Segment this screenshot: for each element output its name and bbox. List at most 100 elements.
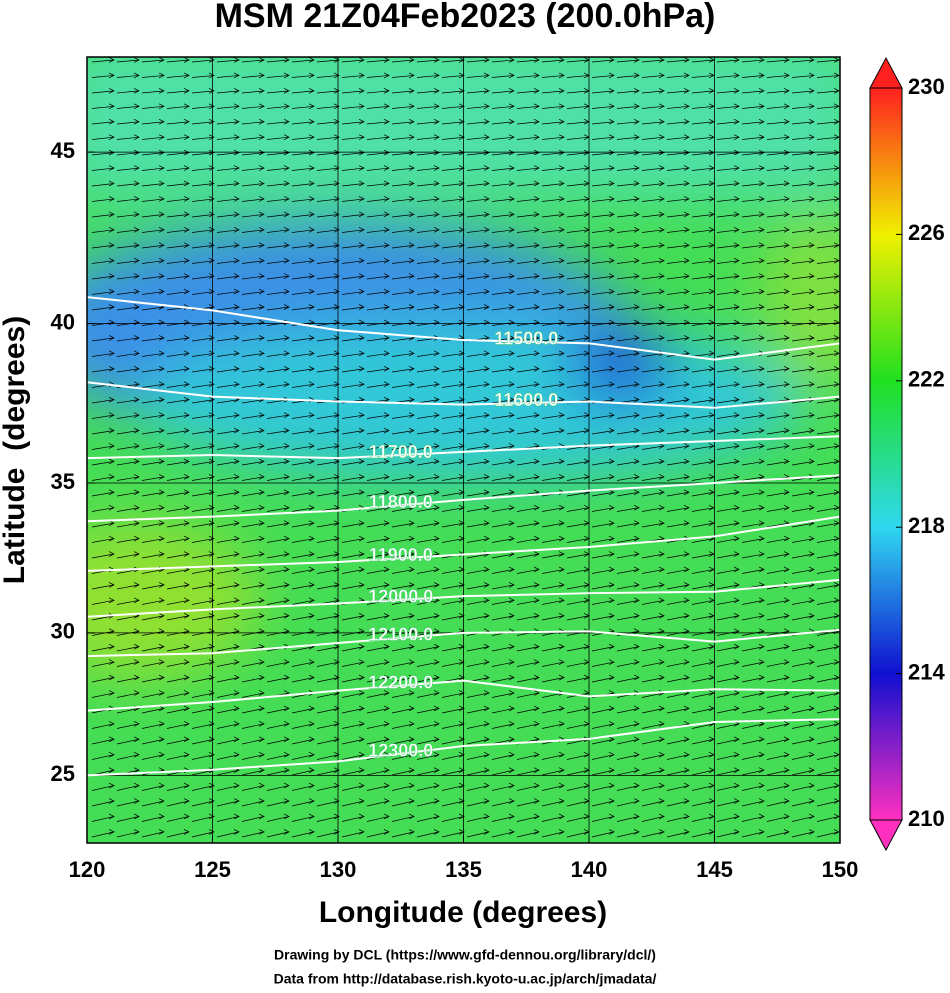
wind-arrow bbox=[241, 813, 265, 822]
wind-arrow bbox=[616, 88, 640, 94]
wind-arrow bbox=[241, 335, 265, 342]
wind-arrow bbox=[616, 72, 640, 79]
wind-arrow bbox=[391, 566, 415, 574]
wind-arrow bbox=[766, 659, 790, 667]
contour-line bbox=[87, 515, 840, 572]
wind-arrow bbox=[341, 273, 365, 280]
wind-arrow bbox=[641, 597, 665, 605]
wind-arrow bbox=[291, 520, 315, 528]
wind-arrow bbox=[466, 767, 490, 776]
wind-arrow bbox=[391, 88, 415, 94]
wind-arrow bbox=[416, 829, 440, 838]
wind-arrow bbox=[316, 226, 340, 233]
wind-arrow bbox=[666, 582, 690, 590]
wind-arrow bbox=[516, 659, 540, 667]
wind-arrow bbox=[166, 520, 190, 528]
wind-arrow bbox=[116, 582, 140, 590]
wind-arrow bbox=[666, 335, 690, 342]
wind-arrow bbox=[91, 597, 115, 605]
wind-arrow bbox=[491, 582, 515, 590]
wind-arrow bbox=[141, 180, 165, 187]
wind-arrow bbox=[766, 489, 790, 497]
wind-arrow bbox=[291, 705, 315, 714]
wind-arrow bbox=[591, 705, 615, 714]
wind-arrow bbox=[116, 504, 140, 512]
wind-arrow bbox=[416, 612, 440, 621]
wind-arrow bbox=[666, 381, 690, 388]
wind-arrow bbox=[366, 180, 390, 187]
wind-arrow bbox=[741, 211, 765, 218]
wind-arrow bbox=[466, 72, 490, 79]
wind-arrow bbox=[241, 798, 265, 807]
wind-arrow bbox=[141, 381, 165, 388]
wind-arrow bbox=[816, 88, 840, 94]
wind-arrow bbox=[816, 288, 840, 295]
wind-arrow bbox=[191, 257, 215, 264]
wind-arrow bbox=[691, 273, 715, 280]
wind-arrow bbox=[766, 381, 790, 388]
wind-arrow bbox=[491, 288, 515, 295]
wind-arrow bbox=[91, 659, 115, 667]
wind-arrow bbox=[466, 350, 490, 357]
wind-arrow bbox=[766, 335, 790, 342]
wind-arrow bbox=[491, 381, 515, 388]
wind-arrow bbox=[166, 412, 190, 419]
wind-arrow bbox=[466, 582, 490, 590]
wind-arrow bbox=[341, 612, 365, 621]
wind-arrow bbox=[191, 149, 215, 156]
wind-arrow bbox=[716, 582, 740, 590]
wind-arrow bbox=[291, 659, 315, 667]
wind-arrow bbox=[166, 489, 190, 497]
wind-arrow bbox=[291, 226, 315, 233]
wind-arrow bbox=[191, 458, 215, 466]
wind-arrow bbox=[241, 134, 265, 140]
wind-arrow bbox=[691, 489, 715, 497]
wind-arrow bbox=[416, 782, 440, 791]
wind-arrow bbox=[266, 304, 290, 311]
wind-arrow bbox=[316, 88, 340, 94]
contours bbox=[87, 296, 840, 777]
wind-arrow bbox=[391, 118, 415, 125]
wind-arrow bbox=[241, 751, 265, 760]
wind-arrow bbox=[741, 180, 765, 187]
wind-arrow bbox=[191, 350, 215, 357]
wind-arrow bbox=[741, 288, 765, 295]
wind-arrow bbox=[516, 149, 540, 156]
wind-arrow bbox=[416, 705, 440, 714]
wind-arrow bbox=[91, 226, 115, 233]
wind-arrow bbox=[666, 751, 690, 760]
wind-arrow bbox=[716, 365, 740, 373]
wind-arrow bbox=[116, 535, 140, 543]
wind-arrow bbox=[216, 597, 240, 605]
wind-arrow bbox=[241, 782, 265, 791]
wind-arrow bbox=[691, 582, 715, 590]
wind-arrow bbox=[141, 57, 165, 63]
wind-arrow bbox=[466, 396, 490, 404]
wind-arrow bbox=[741, 335, 765, 342]
wind-arrow bbox=[791, 458, 815, 466]
wind-arrow bbox=[191, 612, 215, 621]
wind-arrow bbox=[541, 381, 565, 388]
wind-arrow bbox=[641, 365, 665, 373]
wind-arrow bbox=[366, 443, 390, 450]
wind-arrow bbox=[441, 504, 465, 512]
wind-arrow bbox=[666, 551, 690, 559]
wind-arrow bbox=[516, 597, 540, 605]
wind-arrow bbox=[791, 57, 815, 63]
wind-arrow bbox=[591, 582, 615, 590]
wind-arrow bbox=[191, 335, 215, 342]
wind-arrow bbox=[491, 57, 515, 63]
wind-arrow bbox=[616, 134, 640, 140]
wind-arrow bbox=[616, 196, 640, 202]
wind-arrow bbox=[741, 458, 765, 466]
wind-arrow bbox=[691, 520, 715, 528]
wind-arrow bbox=[766, 196, 790, 202]
wind-arrow bbox=[341, 659, 365, 667]
wind-arrow bbox=[216, 350, 240, 357]
wind-arrow bbox=[416, 165, 440, 171]
wind-arrow bbox=[666, 118, 690, 125]
wind-arrow bbox=[316, 196, 340, 202]
wind-arrow bbox=[766, 134, 790, 140]
wind-arrow bbox=[216, 721, 240, 729]
wind-arrow bbox=[791, 767, 815, 776]
